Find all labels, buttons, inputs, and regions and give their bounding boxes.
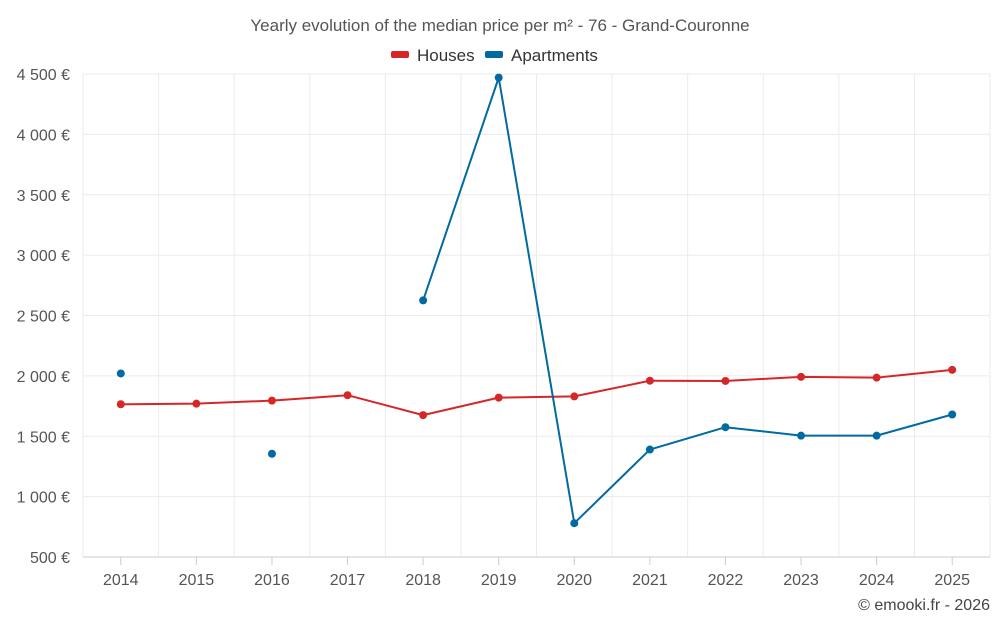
data-point-houses[interactable] — [797, 372, 806, 381]
grid — [82, 73, 991, 558]
data-point-houses[interactable] — [570, 392, 579, 401]
legend-swatch-houses — [391, 51, 409, 58]
legend-item-apartments[interactable]: Apartments — [485, 46, 598, 65]
x-tick-label: 2014 — [103, 572, 139, 589]
x-tick-label: 2019 — [481, 572, 517, 589]
y-tick-label: 4 500 € — [17, 67, 70, 84]
series — [116, 73, 957, 528]
x-tick-label: 2015 — [179, 572, 215, 589]
data-point-houses[interactable] — [419, 411, 428, 420]
x-tick-label: 2022 — [708, 572, 744, 589]
data-point-apartments[interactable] — [116, 369, 125, 378]
x-tick-label: 2023 — [783, 572, 819, 589]
series-line-apartments — [422, 76, 953, 525]
data-point-apartments[interactable] — [494, 73, 503, 82]
data-point-houses[interactable] — [192, 399, 201, 408]
legend-item-houses[interactable]: Houses — [391, 46, 475, 65]
chart-title: Yearly evolution of the median price per… — [250, 16, 749, 35]
data-point-houses[interactable] — [948, 365, 957, 374]
data-point-houses[interactable] — [116, 400, 125, 409]
x-tick-label: 2017 — [330, 572, 366, 589]
y-tick-label: 4 000 € — [17, 127, 70, 144]
data-point-apartments[interactable] — [872, 431, 881, 440]
data-point-apartments[interactable] — [267, 449, 276, 458]
x-axis-ticks: 2014 2015 2016 2017 2018 2019 2020 2021 2022 2023… — [103, 557, 970, 589]
x-tick-label: 2021 — [632, 572, 668, 589]
series-line-houses — [120, 368, 953, 417]
data-point-houses[interactable] — [645, 376, 654, 385]
credit-text: © emooki.fr - 2026 — [858, 597, 990, 614]
y-tick-label: 1 000 € — [17, 490, 70, 507]
y-tick-label: 500 € — [30, 550, 70, 567]
x-tick-label: 2024 — [859, 572, 895, 589]
data-point-apartments[interactable] — [797, 431, 806, 440]
series-houses — [116, 365, 957, 420]
y-tick-label: 3 500 € — [17, 188, 70, 205]
x-tick-label: 2020 — [556, 572, 592, 589]
data-point-houses[interactable] — [721, 376, 730, 385]
series-apartments — [116, 73, 957, 528]
data-point-apartments[interactable] — [570, 519, 579, 528]
legend-label-apartments: Apartments — [511, 46, 598, 65]
y-tick-label: 2 000 € — [17, 369, 70, 386]
data-point-apartments[interactable] — [721, 423, 730, 432]
x-tick-label: 2025 — [934, 572, 970, 589]
y-tick-label: 2 500 € — [17, 309, 70, 326]
data-point-houses[interactable] — [343, 391, 352, 400]
legend-swatch-apartments — [485, 51, 503, 58]
y-axis-ticks: 500 € 1 000 € 1 500 € 2 000 € 2 500 € 3 000 €… — [17, 67, 70, 567]
data-point-apartments[interactable] — [645, 445, 654, 454]
legend-label-houses: Houses — [417, 46, 475, 65]
y-tick-label: 1 500 € — [17, 429, 70, 446]
data-point-houses[interactable] — [267, 396, 276, 405]
data-point-apartments[interactable] — [419, 296, 428, 305]
data-point-houses[interactable] — [872, 373, 881, 382]
x-tick-label: 2016 — [254, 572, 290, 589]
legend: Houses Apartments — [391, 46, 598, 65]
data-point-apartments[interactable] — [948, 410, 957, 419]
y-tick-label: 3 000 € — [17, 248, 70, 265]
data-point-houses[interactable] — [494, 393, 503, 402]
x-tick-label: 2018 — [405, 572, 441, 589]
